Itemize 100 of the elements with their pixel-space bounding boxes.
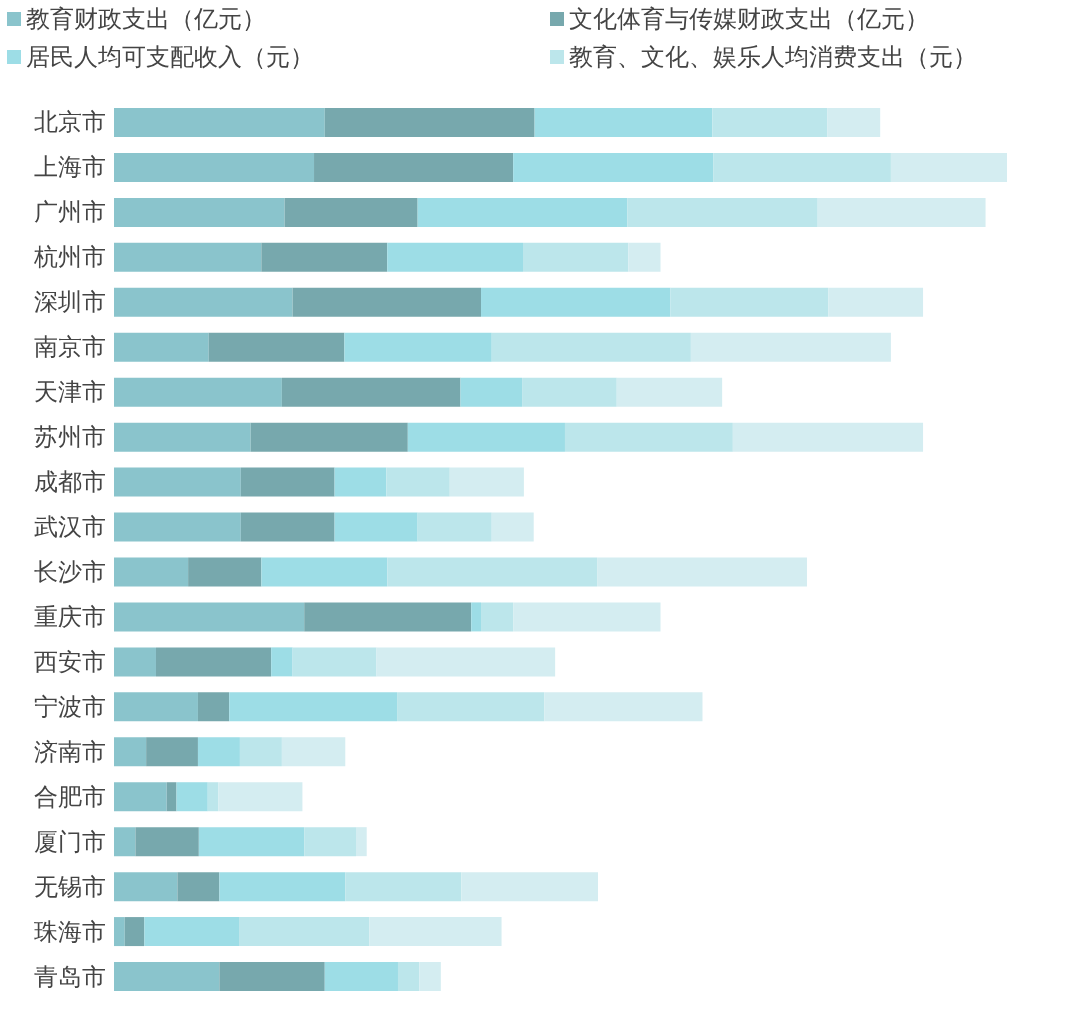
- bar: [240, 512, 335, 542]
- bar: [324, 962, 398, 992]
- y-tick-label: 济南市: [34, 737, 106, 766]
- y-tick-label: 北京市: [34, 108, 106, 137]
- y-tick-label: 苏州市: [34, 423, 106, 452]
- bar: [344, 332, 492, 362]
- bar: [198, 827, 305, 857]
- bar: [522, 377, 617, 407]
- bar: [114, 512, 241, 542]
- y-tick-label: 上海市: [34, 153, 106, 182]
- bar: [345, 872, 462, 902]
- y-tick-label: 长沙市: [34, 557, 106, 586]
- bar: [114, 602, 305, 632]
- y-tick-label: 杭州市: [33, 243, 106, 272]
- bar: [407, 422, 565, 452]
- bar: [387, 557, 598, 587]
- y-tick-label: 广州市: [34, 198, 106, 227]
- bar: [144, 917, 240, 947]
- bar: [334, 512, 418, 542]
- bar: [417, 197, 628, 227]
- bar: [419, 962, 441, 992]
- bar: [114, 557, 189, 587]
- bar: [135, 827, 199, 857]
- bar: [114, 422, 251, 452]
- bar: [471, 602, 482, 632]
- bar: [417, 512, 492, 542]
- y-tick-label: 珠海市: [34, 917, 106, 946]
- bar: [281, 377, 461, 407]
- y-tick-label: 南京市: [34, 333, 106, 362]
- y-tick-label: 天津市: [34, 378, 106, 407]
- bar: [628, 242, 661, 272]
- bar: [397, 692, 545, 722]
- bar: [690, 332, 891, 362]
- bar: [564, 422, 733, 452]
- bar: [491, 512, 534, 542]
- bar: [827, 107, 881, 137]
- bar: [314, 152, 514, 182]
- bar: [166, 782, 177, 812]
- bar: [732, 422, 924, 452]
- bar: [334, 467, 387, 497]
- bar: [292, 287, 482, 317]
- bar: [114, 692, 198, 722]
- bar: [250, 422, 408, 452]
- bar: [124, 917, 145, 947]
- bar: [114, 242, 262, 272]
- bar: [284, 197, 418, 227]
- bar: [261, 242, 388, 272]
- bar: [304, 602, 472, 632]
- bar: [627, 197, 818, 227]
- bar: [670, 287, 829, 317]
- bar: [890, 152, 1007, 182]
- bar: [177, 872, 220, 902]
- bar: [397, 962, 420, 992]
- bar: [114, 197, 285, 227]
- bar: [356, 827, 367, 857]
- bar: [292, 647, 377, 677]
- bar: [114, 377, 282, 407]
- bar: [207, 782, 219, 812]
- bar: [114, 782, 167, 812]
- bar: [114, 107, 325, 137]
- bar: [544, 692, 703, 722]
- bar: [114, 467, 241, 497]
- bar: [522, 242, 629, 272]
- bar: [197, 692, 230, 722]
- bar: [491, 332, 691, 362]
- bar: [176, 782, 208, 812]
- legend-label: 文化体育与传媒财政支出（亿元）: [569, 5, 929, 33]
- bar: [386, 467, 450, 497]
- bar: [197, 737, 240, 767]
- bar: [712, 107, 828, 137]
- bar: [239, 737, 282, 767]
- bar: [817, 197, 986, 227]
- bar: [114, 917, 125, 947]
- bar: [324, 107, 535, 137]
- bar: [155, 647, 272, 677]
- legend-label: 居民人均可支配收入（元）: [26, 43, 314, 71]
- y-tick-label: 无锡市: [34, 872, 106, 901]
- bar: [188, 557, 262, 587]
- bar: [534, 107, 713, 137]
- y-tick-label: 合肥市: [34, 782, 106, 811]
- bar: [219, 872, 346, 902]
- bar: [461, 872, 599, 902]
- bar: [281, 737, 346, 767]
- bar: [240, 467, 335, 497]
- bar: [513, 152, 714, 182]
- bar: [513, 602, 661, 632]
- bar: [271, 647, 293, 677]
- bar: [114, 872, 178, 902]
- bar: [713, 152, 891, 182]
- y-tick-label: 青岛市: [34, 962, 106, 991]
- y-tick-label: 武汉市: [34, 513, 106, 542]
- bar: [114, 827, 136, 857]
- bar: [387, 242, 523, 272]
- bar: [597, 557, 807, 587]
- bar: [146, 737, 198, 767]
- legend-label: 教育、文化、娱乐人均消费支出（元）: [569, 43, 977, 71]
- bar: [376, 647, 556, 677]
- bar: [219, 962, 325, 992]
- bar: [369, 917, 502, 947]
- bar: [218, 782, 303, 812]
